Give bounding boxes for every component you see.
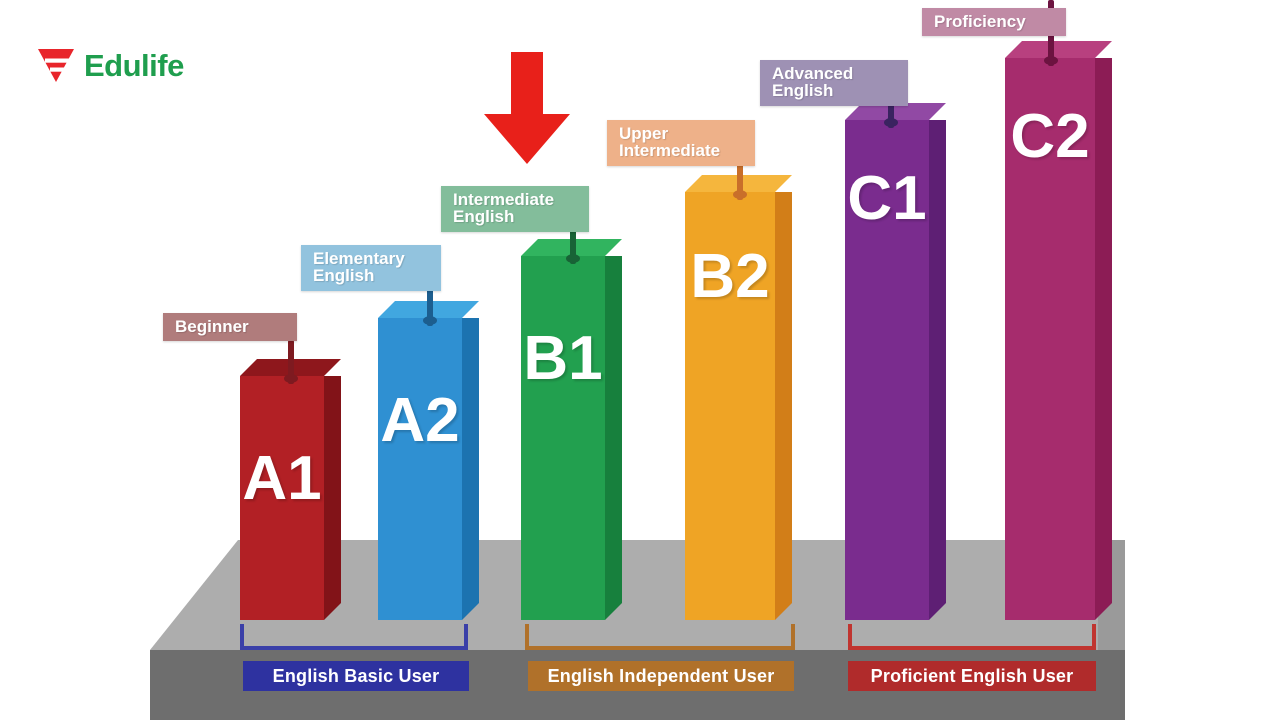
bracket-independent-user — [525, 624, 795, 650]
bracket-basic-user-left-cap — [240, 624, 244, 650]
bar-a2-label: A2 — [380, 386, 460, 455]
group-badge-basic-user[interactable]: English Basic User — [243, 661, 469, 691]
bar-a1-flag-pole-knob — [284, 374, 298, 383]
bar-a1-front-face: A1 — [240, 376, 324, 620]
bar-a1-side-face — [324, 376, 342, 620]
bracket-independent-user-bar — [525, 646, 795, 650]
bar-c2-front-face: C2 — [1005, 58, 1095, 620]
bar-a1-flag-pole — [288, 340, 294, 384]
bar-b1[interactable]: B1 — [521, 239, 605, 620]
bar-c1-top-face — [845, 103, 946, 120]
flag-intermediate-english[interactable]: Intermediate English — [441, 186, 589, 232]
bracket-proficient-user-left-cap — [848, 624, 852, 650]
bar-b2-flag-pole-knob — [733, 190, 747, 199]
group-badge-independent-user[interactable]: English Independent User — [528, 661, 794, 691]
bar-a2-side-face — [462, 318, 480, 620]
flag-proficiency[interactable]: Proficiency — [922, 8, 1066, 37]
bar-c1-side-face — [929, 120, 947, 620]
bracket-proficient-user-bar — [848, 646, 1096, 650]
bar-b2-label: B2 — [690, 242, 770, 311]
bar-c2[interactable]: C2 — [1005, 41, 1095, 620]
bracket-basic-user-bar — [240, 646, 468, 650]
flag-elementary-english[interactable]: Elementary English — [301, 245, 441, 291]
bracket-independent-user-right-cap — [791, 624, 795, 650]
bar-b1-flag-pole — [570, 212, 576, 264]
bar-b2-front-face: B2 — [685, 192, 775, 620]
bar-a2-flag-pole — [427, 280, 433, 326]
flag-advanced-english[interactable]: Advanced English — [760, 60, 908, 106]
bar-a2-front-face: A2 — [378, 318, 462, 620]
bar-b1-front-face: B1 — [521, 256, 605, 620]
red-down-arrow-icon — [484, 52, 570, 164]
bar-c2-side-face — [1095, 58, 1113, 620]
flag-beginner[interactable]: Beginner — [163, 313, 297, 342]
bracket-basic-user — [240, 624, 468, 650]
flag-upper-intermediate[interactable]: Upper Intermediate — [607, 120, 755, 166]
bar-c1-label: C1 — [847, 164, 927, 233]
bar-c2-label: C2 — [1010, 102, 1090, 171]
edulife-logo[interactable]: Edulife — [36, 46, 184, 84]
bar-c1-front-face: C1 — [845, 120, 929, 620]
bracket-basic-user-right-cap — [464, 624, 468, 650]
bracket-proficient-user — [848, 624, 1096, 650]
bar-b1-side-face — [605, 256, 623, 620]
bracket-proficient-user-right-cap — [1092, 624, 1096, 650]
bar-a2[interactable]: A2 — [378, 301, 462, 620]
bar-c1[interactable]: C1 — [845, 103, 929, 620]
bar-b1-flag-pole-knob — [566, 254, 580, 263]
bar-b2-side-face — [775, 192, 793, 620]
bar-c2-flag-pole-knob — [1044, 56, 1058, 65]
bar-b1-label: B1 — [523, 324, 603, 393]
group-badge-proficient-user[interactable]: Proficient English User — [848, 661, 1096, 691]
bracket-independent-user-left-cap — [525, 624, 529, 650]
bar-b2[interactable]: B2 — [685, 175, 775, 620]
brand-name: Edulife — [84, 47, 184, 83]
bar-c2-top-face — [1005, 41, 1112, 58]
bar-c1-flag-pole-knob — [884, 118, 898, 127]
bar-a1-label: A1 — [242, 444, 322, 513]
edulife-funnel-logo-icon — [36, 46, 76, 84]
bar-a2-flag-pole-knob — [423, 316, 437, 325]
bar-a1[interactable]: A1 — [240, 359, 324, 620]
